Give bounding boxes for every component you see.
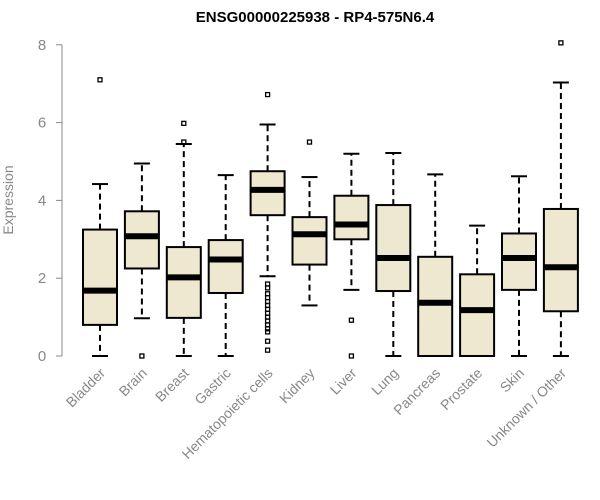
x-tick-label: Skin: [497, 365, 528, 396]
outlier-point: [264, 338, 271, 344]
box-hematopoietic-cells: [249, 91, 286, 353]
iqr-box: [291, 216, 328, 266]
x-tick-label: Bladder: [63, 365, 109, 411]
box-unknown-other: [542, 40, 579, 357]
iqr-box: [542, 207, 579, 313]
iqr-box: [123, 210, 160, 270]
box-prostate: [459, 224, 496, 357]
y-axis-label: Expression: [0, 165, 16, 234]
iqr-box: [333, 194, 370, 241]
y-tick-label: 6: [38, 115, 46, 132]
x-tick-label: Unknown / Other: [483, 365, 569, 451]
outlier-point: [181, 139, 187, 145]
outlier-point: [264, 347, 271, 353]
outlier-point: [181, 120, 187, 127]
box-bladder: [82, 77, 118, 357]
outlier-point: [264, 326, 271, 332]
outlier-point: [264, 285, 271, 291]
box-pancreas: [417, 173, 454, 357]
outlier-point: [348, 353, 355, 359]
y-axis: 0 2 4 6 8: [38, 37, 63, 365]
iqr-box: [165, 246, 202, 319]
chart-title: ENSG00000225938 - RP4-575N6.4: [196, 9, 435, 26]
box-kidney: [291, 139, 328, 307]
box-lung: [375, 151, 412, 357]
y-tick-label: 4: [38, 192, 46, 209]
y-tick-label: 2: [38, 270, 46, 287]
outlier-point: [139, 353, 145, 359]
iqr-box: [82, 228, 118, 326]
x-tick-label: Lung: [368, 365, 401, 398]
x-tick-label: Kidney: [276, 365, 318, 407]
box-gastric: [207, 174, 244, 357]
outlier-point: [306, 139, 313, 145]
x-tick-label: Breast: [152, 365, 192, 405]
outlier-point: [558, 40, 564, 46]
outlier-point: [97, 77, 103, 83]
box-breast: [165, 120, 202, 357]
box-liver: [333, 152, 370, 359]
x-tick-label: Brain: [116, 365, 150, 399]
iqr-box: [207, 239, 244, 294]
y-tick-label: 0: [38, 348, 46, 365]
iqr-box: [459, 273, 496, 357]
iqr-box: [249, 170, 286, 217]
box-brain: [123, 162, 160, 359]
iqr-box: [375, 204, 412, 293]
x-tick-label: Prostate: [437, 365, 485, 413]
x-tick-label: Pancreas: [390, 365, 443, 418]
iqr-box: [417, 255, 454, 357]
y-tick-label: 8: [38, 37, 46, 54]
outlier-point: [348, 317, 355, 323]
box-skin: [501, 175, 537, 357]
outlier-point: [264, 91, 271, 98]
iqr-box: [501, 232, 537, 291]
plot-area: [82, 40, 579, 359]
x-tick-label: Liver: [327, 365, 360, 398]
outlier-point: [264, 329, 271, 335]
